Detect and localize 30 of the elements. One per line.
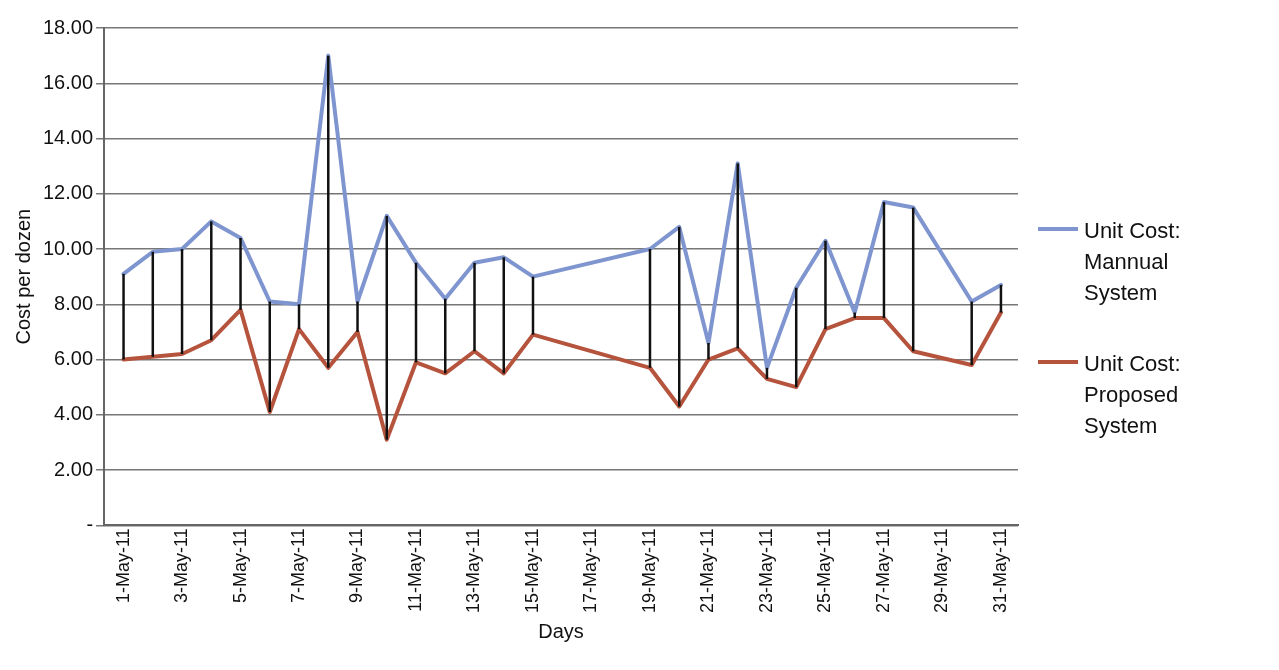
x-tick-label: 1-May-11 <box>112 528 133 603</box>
y-tick-label: 12.00 <box>42 181 94 204</box>
x-tick-label: 19-May-11 <box>638 528 659 613</box>
x-tick-label: 25-May-11 <box>814 528 835 613</box>
x-tick-label: 23-May-11 <box>755 528 776 613</box>
x-tick-label: 31-May-11 <box>989 528 1010 613</box>
y-tick-label: 4.00 <box>54 402 94 425</box>
x-tick-label: 11-May-11 <box>404 528 425 612</box>
x-tick-label: 27-May-11 <box>872 528 893 613</box>
y-axis-title: Cost per dozen <box>11 208 34 345</box>
x-tick-label: 29-May-11 <box>931 528 952 613</box>
legend-label: Unit Cost: Mannual System <box>1084 217 1182 307</box>
x-tick-label: 3-May-11 <box>171 528 192 603</box>
y-tick-label: 6.00 <box>54 347 94 370</box>
y-tick-label: 18.00 <box>42 15 94 38</box>
y-tick-label: - <box>86 512 94 535</box>
y-tick-label: 16.00 <box>42 70 94 93</box>
legend-label: Unit Cost: Proposed System <box>1084 350 1182 440</box>
y-tick-label: 10.00 <box>42 236 94 259</box>
y-tick-label: 8.00 <box>54 291 94 314</box>
x-tick-label: 9-May-11 <box>346 528 367 603</box>
x-tick-label: 21-May-11 <box>697 528 718 613</box>
y-tick-label: 2.00 <box>54 457 94 480</box>
x-tick-label: 7-May-11 <box>287 528 308 603</box>
x-tick-label: 15-May-11 <box>521 528 542 613</box>
x-tick-label: 13-May-11 <box>463 528 484 613</box>
x-axis-title: Days <box>538 619 584 642</box>
y-tick-label: 14.00 <box>42 126 94 149</box>
x-tick-label: 17-May-11 <box>580 528 601 613</box>
x-tick-label: 5-May-11 <box>229 528 250 603</box>
